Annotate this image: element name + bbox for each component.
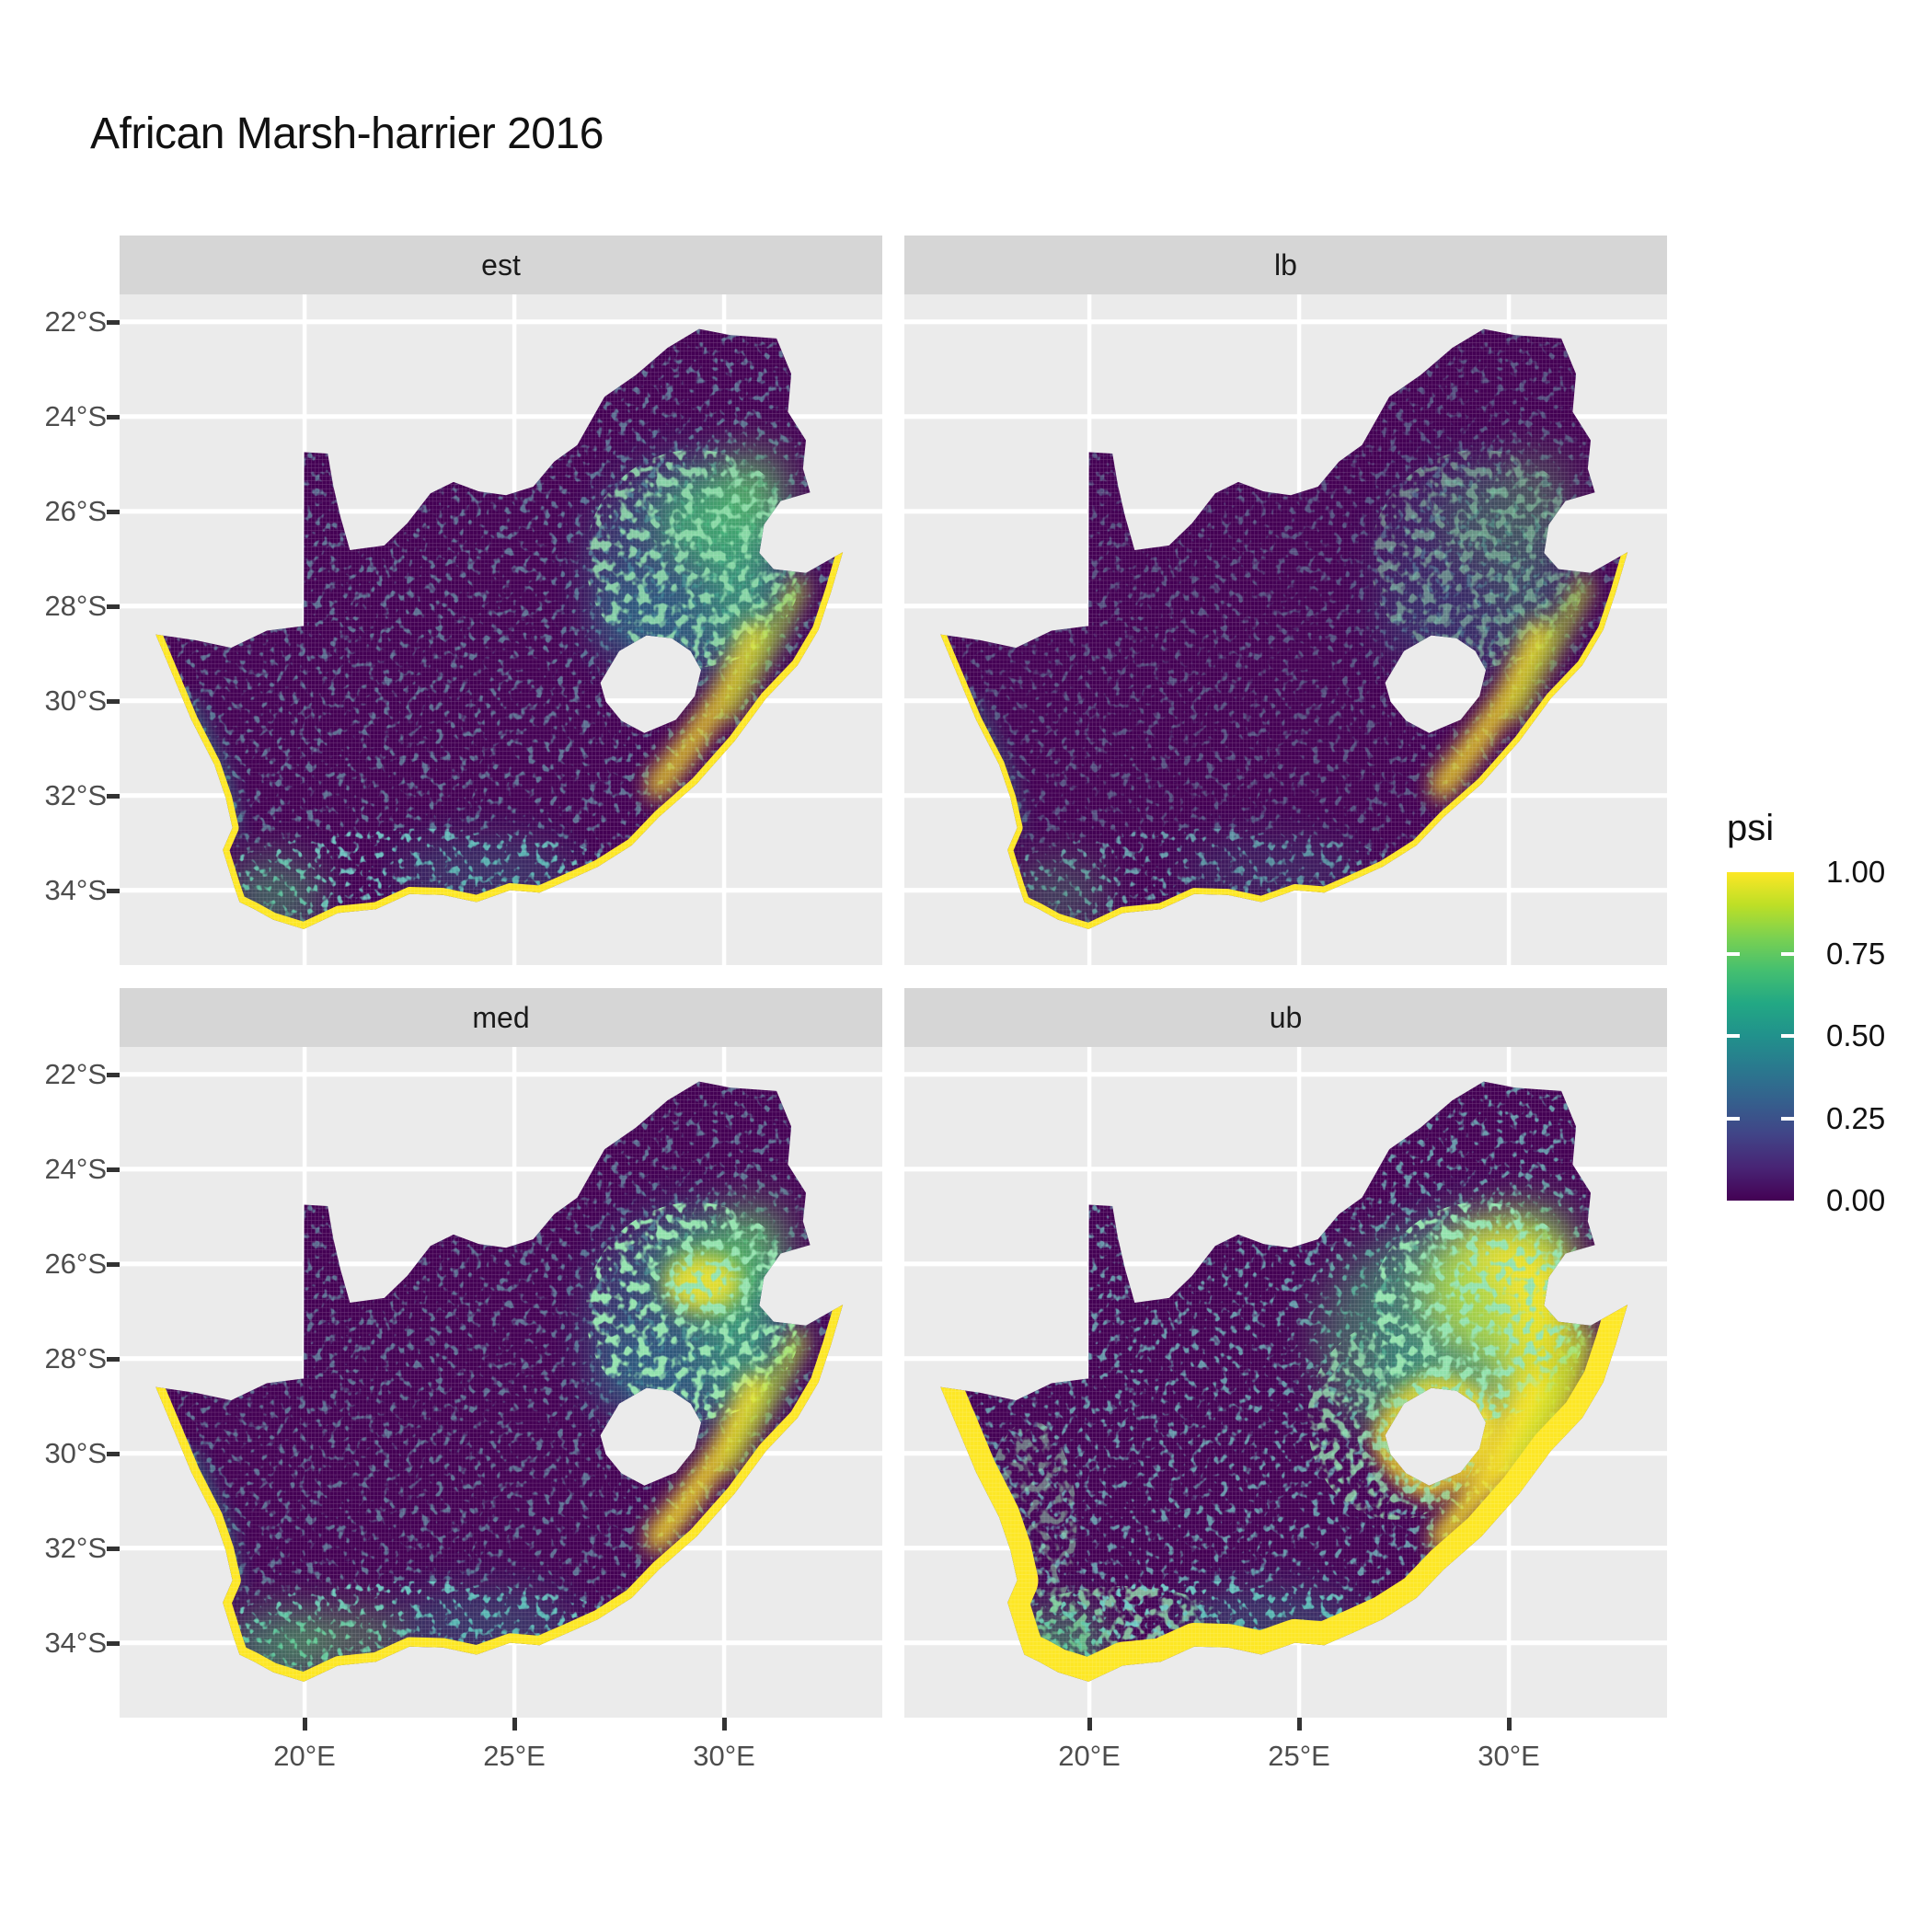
y-axis-tick [107, 1073, 120, 1077]
y-axis-tick [107, 1357, 120, 1362]
y-tick-label: 30°S [44, 684, 107, 717]
facet-strip-med: med [120, 988, 882, 1047]
y-tick-label: 34°S [44, 1627, 107, 1659]
y-axis-tick [107, 1641, 120, 1646]
y-axis-tick [107, 320, 120, 325]
legend-tick [1727, 1117, 1740, 1121]
y-tick-label: 24°S [44, 1153, 107, 1185]
facet-label-med: med [472, 1000, 530, 1034]
x-axis-tick [303, 1718, 307, 1731]
map-lb [904, 294, 1667, 965]
y-tick-label: 32°S [44, 1532, 107, 1564]
south-africa-raster [120, 1047, 844, 1718]
panel-est [120, 294, 882, 965]
y-axis-tick [107, 510, 120, 514]
x-tick-label: 25°E [483, 1740, 546, 1772]
y-axis-tick [107, 1547, 120, 1551]
y-axis-tick [107, 1167, 120, 1172]
map-ub [904, 1047, 1667, 1718]
y-tick-label: 22°S [44, 1058, 107, 1090]
legend-label: 1.00 [1826, 855, 1886, 889]
x-tick-label: 30°E [693, 1740, 755, 1772]
facet-strip-est: est [120, 236, 882, 294]
facet-label-lb: lb [1274, 247, 1297, 282]
y-tick-label: 34°S [44, 874, 107, 906]
south-africa-raster [940, 1047, 1667, 1718]
legend-tick [1781, 1117, 1794, 1121]
panel-med [120, 1047, 882, 1718]
south-africa-raster [120, 294, 844, 929]
panel-ub [904, 1047, 1667, 1718]
legend-label: 0.50 [1826, 1018, 1886, 1052]
y-tick-label: 28°S [44, 590, 107, 622]
y-tick-label: 32°S [44, 779, 107, 811]
x-axis-tick [1297, 1718, 1302, 1731]
legend-label: 0.25 [1826, 1101, 1886, 1135]
map-med [120, 1047, 882, 1718]
facet-lb: lb [904, 236, 1667, 965]
y-axis-tick [107, 1452, 120, 1456]
y-axis-tick [107, 794, 120, 799]
y-tick-label: 24°S [44, 400, 107, 432]
y-tick-label: 30°S [44, 1437, 107, 1469]
x-axis-tick [512, 1718, 517, 1731]
legend-label: 0.00 [1826, 1183, 1886, 1217]
y-tick-label: 28°S [44, 1342, 107, 1374]
x-tick-label: 25°E [1268, 1740, 1330, 1772]
y-axis-tick [107, 699, 120, 704]
panel-lb [904, 294, 1667, 965]
plot-title: African Marsh-harrier 2016 [90, 109, 604, 158]
x-tick-label: 30°E [1478, 1740, 1540, 1772]
facet-est: est [120, 236, 882, 965]
legend-label: 0.75 [1826, 937, 1886, 971]
y-axis-tick [107, 415, 120, 420]
legend-title: psi [1727, 808, 1775, 848]
legend-tick [1781, 952, 1794, 956]
x-tick-label: 20°E [273, 1740, 336, 1772]
legend-tick [1781, 1034, 1794, 1038]
south-africa-raster [940, 294, 1667, 929]
y-axis-tick [107, 604, 120, 609]
y-axis-tick [107, 1262, 120, 1267]
y-tick-label: 26°S [44, 1248, 107, 1280]
x-axis-tick [722, 1718, 727, 1731]
y-tick-label: 26°S [44, 495, 107, 527]
facet-label-est: est [481, 247, 521, 282]
map-est [120, 294, 882, 965]
y-tick-label: 22°S [44, 305, 107, 338]
facet-label-ub: ub [1269, 1000, 1303, 1034]
legend-tick [1727, 952, 1740, 956]
facet-strip-ub: ub [904, 988, 1667, 1047]
legend-tick [1727, 1034, 1740, 1038]
x-axis-tick [1507, 1718, 1512, 1731]
facet-ub: ub [904, 988, 1667, 1718]
facet-strip-lb: lb [904, 236, 1667, 294]
x-tick-label: 20°E [1058, 1740, 1121, 1772]
x-axis-tick [1087, 1718, 1092, 1731]
facet-med: med [120, 988, 882, 1718]
y-axis-tick [107, 889, 120, 893]
